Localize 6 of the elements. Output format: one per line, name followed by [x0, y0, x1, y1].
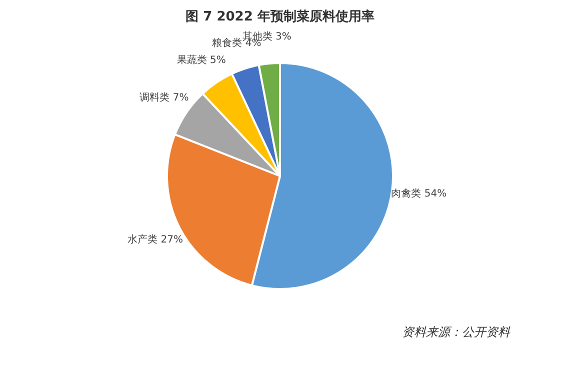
- slice-label: 调料类 7%: [140, 91, 189, 104]
- chart-title: 图 7 2022 年预制菜原料使用率: [186, 8, 374, 25]
- slice-label: 水产类 27%: [128, 234, 183, 246]
- text: 资料来源：公开资料: [402, 325, 511, 339]
- slice-label: 果蔬类 5%: [176, 54, 226, 66]
- slice-label: 肉禽类 54%: [391, 188, 447, 200]
